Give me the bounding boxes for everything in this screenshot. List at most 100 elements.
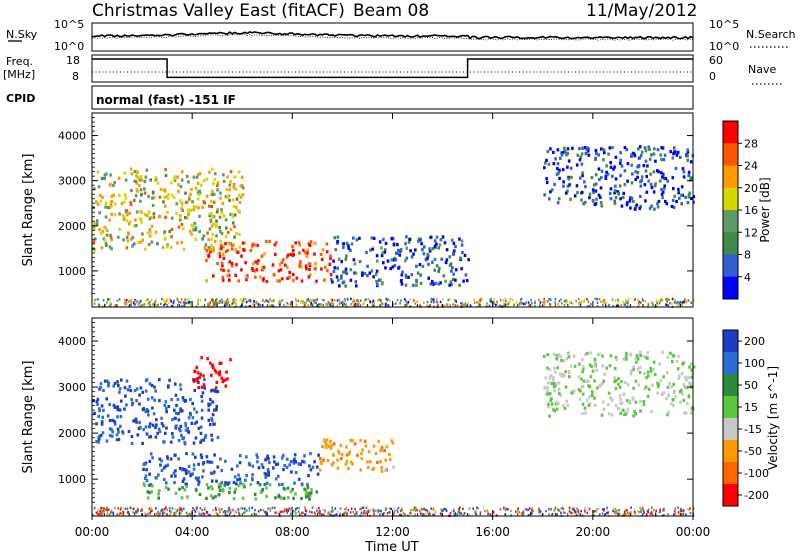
velocity-cell bbox=[193, 388, 197, 393]
power-cell bbox=[410, 305, 412, 308]
power-cell bbox=[181, 304, 183, 308]
power-cell bbox=[584, 200, 587, 204]
velocity-cell bbox=[458, 509, 461, 513]
velocity-cell bbox=[332, 453, 335, 457]
velocity-cell bbox=[318, 468, 322, 472]
power-cell bbox=[314, 267, 317, 271]
power-cell bbox=[387, 304, 390, 307]
velocity-cell bbox=[606, 509, 608, 512]
power-cell bbox=[462, 279, 465, 283]
power-cell bbox=[671, 302, 673, 305]
power-cell bbox=[152, 212, 156, 216]
power-cell bbox=[438, 266, 441, 270]
power-cell bbox=[295, 303, 298, 307]
velocity-cell bbox=[557, 387, 561, 391]
power-cell bbox=[611, 146, 614, 150]
velocity-cell bbox=[632, 365, 635, 369]
power-cell bbox=[593, 183, 596, 187]
velocity-cell bbox=[260, 508, 262, 512]
power-cell bbox=[378, 298, 381, 301]
power-cell bbox=[318, 305, 321, 308]
velocity-cell bbox=[97, 414, 100, 419]
velocity-cell bbox=[487, 512, 489, 515]
velocity-cell bbox=[385, 445, 389, 449]
power-cell bbox=[479, 297, 482, 301]
velocity-cell bbox=[439, 512, 442, 515]
velocity-cell bbox=[399, 509, 402, 513]
power-cell bbox=[249, 249, 253, 253]
power-cell bbox=[440, 257, 443, 261]
power-cell bbox=[125, 299, 128, 302]
power-cell bbox=[364, 298, 366, 302]
power-cell bbox=[211, 298, 213, 302]
power-cell bbox=[233, 301, 235, 304]
power-cell bbox=[128, 300, 130, 303]
power-cell bbox=[105, 243, 108, 247]
velocity-cell bbox=[159, 463, 162, 467]
power-cell bbox=[585, 147, 589, 151]
power-cell bbox=[361, 271, 364, 275]
velocity-cell bbox=[655, 509, 657, 512]
power-cell bbox=[98, 211, 101, 215]
power-cell bbox=[604, 174, 608, 178]
power-cell bbox=[139, 175, 143, 179]
power-cell bbox=[418, 263, 422, 267]
power-cell bbox=[282, 258, 285, 262]
velocity-cell bbox=[180, 507, 182, 511]
velocity-cell bbox=[492, 511, 495, 514]
power-cell bbox=[215, 304, 217, 307]
velocity-cell bbox=[351, 462, 354, 466]
velocity-cell bbox=[414, 508, 416, 511]
velocity-cell bbox=[213, 368, 217, 372]
velocity-colorbar-label: Velocity [m s^-1] bbox=[766, 366, 780, 470]
velocity-cell bbox=[219, 457, 222, 461]
velocity-cell bbox=[199, 453, 203, 457]
power-cell bbox=[147, 211, 151, 215]
velocity-cell bbox=[402, 512, 405, 515]
power-cell bbox=[503, 304, 505, 308]
power-cell bbox=[404, 275, 408, 279]
velocity-cell bbox=[144, 474, 148, 478]
velocity-cell bbox=[634, 512, 637, 515]
velocity-cell bbox=[572, 354, 576, 358]
power-cell bbox=[659, 153, 662, 157]
power-cell bbox=[563, 300, 566, 303]
power-cell bbox=[464, 273, 468, 277]
velocity-cell bbox=[588, 395, 591, 399]
power-cell bbox=[690, 301, 692, 304]
power-cell bbox=[134, 298, 137, 302]
power-cell bbox=[313, 301, 316, 304]
power-cell bbox=[93, 248, 97, 252]
power-cell bbox=[170, 216, 174, 220]
power-cell bbox=[587, 300, 590, 303]
power-cell bbox=[689, 160, 693, 164]
velocity-cell bbox=[684, 375, 687, 379]
power-cell bbox=[213, 177, 217, 182]
power-cell bbox=[548, 298, 550, 301]
velocity-cell bbox=[183, 507, 185, 510]
x-tick-label: 04:00 bbox=[175, 525, 210, 539]
power-cell bbox=[437, 269, 440, 273]
velocity-cell bbox=[294, 512, 296, 515]
power-cell bbox=[603, 151, 606, 155]
velocity-cell bbox=[548, 391, 552, 395]
power-cell bbox=[164, 173, 168, 178]
power-cell bbox=[129, 167, 133, 171]
power-cell bbox=[108, 183, 112, 187]
power-cell bbox=[575, 299, 577, 303]
velocity-cell bbox=[174, 393, 178, 397]
velocity-cell bbox=[250, 513, 253, 516]
power-cell bbox=[392, 243, 396, 247]
velocity-cell bbox=[286, 486, 290, 490]
power-cell bbox=[180, 203, 184, 207]
velocity-cell bbox=[194, 436, 198, 440]
power-cell bbox=[315, 279, 318, 283]
power-cell bbox=[143, 180, 147, 184]
velocity-cell bbox=[612, 507, 615, 510]
power-cell bbox=[295, 276, 299, 280]
velocity-cell bbox=[221, 488, 225, 492]
velocity-cell bbox=[617, 406, 620, 411]
velocity-cell bbox=[649, 367, 652, 371]
power-cell bbox=[545, 177, 548, 181]
velocity-cell bbox=[135, 511, 138, 515]
